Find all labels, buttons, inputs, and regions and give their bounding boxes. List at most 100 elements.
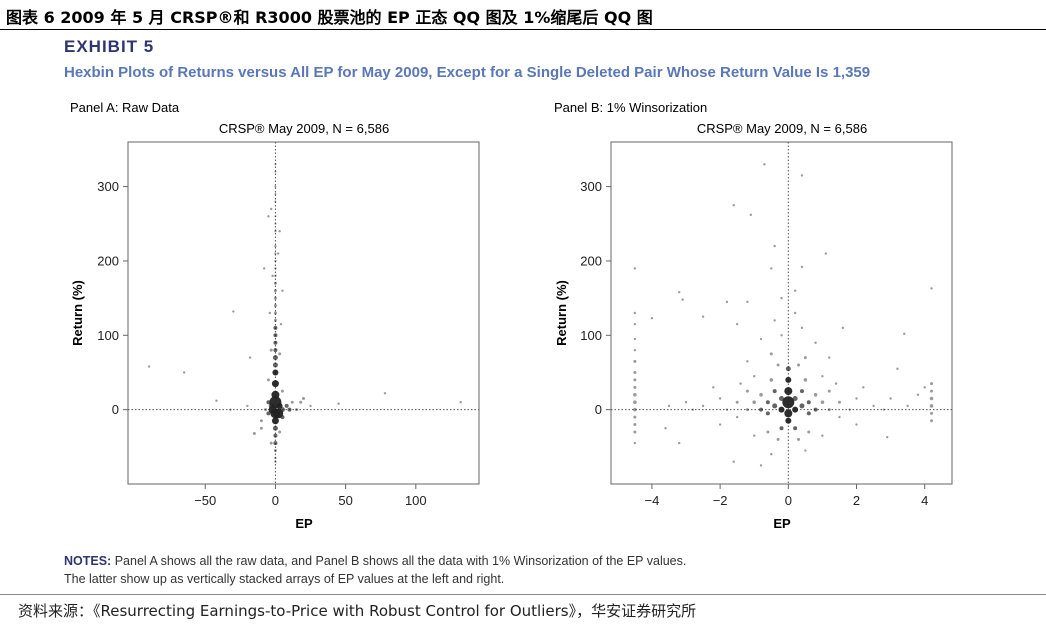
panel-b-reference-lines [611, 142, 952, 484]
panel-a-point [274, 215, 277, 218]
panel-a-point [274, 274, 277, 278]
panel-b-point [827, 389, 831, 393]
panel-b-point [828, 356, 831, 359]
panel-a-point [278, 230, 281, 233]
panel-a-point [273, 340, 278, 345]
panel-a-point [274, 193, 277, 196]
panel-b-point [681, 298, 684, 301]
panel-b-point [930, 382, 934, 386]
exhibit-label: EXHIBIT 5 [64, 37, 155, 56]
panel-b-y-tick-label: 300 [580, 179, 602, 194]
panel-b-point [633, 370, 637, 374]
panel-b-x-tick-label: −4 [645, 493, 660, 508]
panel-a-point [274, 222, 277, 225]
panel-b-x-tick-label: 2 [853, 493, 860, 508]
panel-b-point [735, 415, 739, 419]
panel-b-point [848, 408, 851, 411]
panel-b-point [753, 434, 756, 437]
panel-b-point [800, 265, 804, 269]
panel-a-point [271, 274, 274, 278]
panel-b-point [778, 406, 785, 413]
panel-b-point [793, 289, 797, 292]
panel-b-point [855, 397, 858, 400]
panel-a-point [274, 170, 277, 173]
panel-a-x-tick-label: 0 [272, 493, 279, 508]
panel-b-point [813, 407, 818, 412]
panel-a-point [268, 403, 274, 409]
panel-b-point [633, 441, 637, 445]
panel-b-title: CRSP® May 2009, N = 6,586 [697, 121, 867, 136]
panel-b-point [855, 423, 858, 426]
panel-b-point [684, 401, 688, 404]
panel-b-point [753, 374, 756, 378]
panel-a-point [280, 389, 284, 393]
panel-b-point [633, 311, 637, 315]
panel-a-y-tick-label: 0 [112, 402, 119, 417]
panel-b-point [827, 408, 831, 412]
panel-a-point [273, 318, 277, 322]
panel-b-point [780, 334, 783, 337]
panel-b-point [732, 203, 735, 207]
panel-b-x-ticks: −4 −2 0 2 4 [645, 484, 928, 508]
panel-a-point [252, 431, 256, 435]
panel-b-point [807, 430, 811, 434]
panel-b-point [872, 404, 875, 408]
panel-b-point [739, 382, 742, 385]
panel-b-point [782, 396, 795, 409]
panel-b-point [804, 449, 807, 452]
panel-b-point [650, 317, 654, 320]
panel-b-point [923, 386, 926, 389]
panel-a-point [274, 230, 277, 233]
panel-a-point [274, 456, 277, 460]
panel-a-point [266, 400, 271, 405]
panel-b-chart: Panel B: 1% Winsorization CRSP® May 2009… [554, 100, 953, 531]
panel-b-point [633, 337, 637, 341]
panel-b-x-tick-label: −2 [713, 493, 728, 508]
panel-b-point [793, 311, 797, 315]
panel-b-point [718, 397, 722, 400]
panel-a-point [272, 425, 278, 431]
panel-b-point [678, 441, 681, 445]
panel-b-point [633, 267, 637, 270]
panel-b-point [759, 392, 763, 397]
notes-label: NOTES: [64, 554, 112, 568]
panel-b-point [664, 427, 667, 430]
panel-a-point [274, 252, 277, 255]
panel-b-y-label: Return (%) [554, 280, 569, 346]
panel-b-point [746, 360, 749, 363]
panel-a-point [268, 311, 272, 315]
panel-b-point [821, 374, 824, 378]
panel-b-point [862, 386, 865, 389]
panel-a-point [280, 415, 285, 420]
panel-b-point [763, 163, 766, 166]
panel-b-point [769, 352, 773, 356]
panel-b-point [882, 408, 885, 411]
panel-a-point [273, 333, 278, 338]
panel-a-point [274, 259, 277, 263]
panel-b-point [735, 322, 739, 326]
panel-a-label: Panel A: Raw Data [70, 100, 180, 115]
panel-b-point [712, 386, 715, 389]
panel-b-point [633, 415, 637, 419]
title-divider [0, 29, 1046, 30]
panel-a-point [290, 400, 294, 404]
panel-a-point [278, 430, 282, 434]
panel-a-point [182, 371, 186, 374]
panel-a-x-tick-label: −50 [194, 493, 216, 508]
panel-b-point [785, 366, 791, 372]
panel-b-plot-frame [610, 141, 953, 485]
panel-b-point [785, 376, 792, 383]
source-divider [0, 594, 1046, 595]
panel-b-point [633, 322, 637, 326]
panel-a-point [274, 267, 277, 270]
panel-b-y-tick-label: 0 [595, 402, 602, 417]
panel-b-point [769, 378, 774, 382]
panel-a-point [274, 244, 277, 248]
panel-a-x-tick-label: 50 [338, 493, 352, 508]
panel-a-point [309, 404, 312, 408]
panel-a-point [299, 400, 303, 404]
panel-a-point [271, 417, 279, 425]
panel-a-point [232, 310, 235, 313]
panel-a-plot-frame [127, 141, 480, 485]
panel-b-point [930, 419, 934, 423]
